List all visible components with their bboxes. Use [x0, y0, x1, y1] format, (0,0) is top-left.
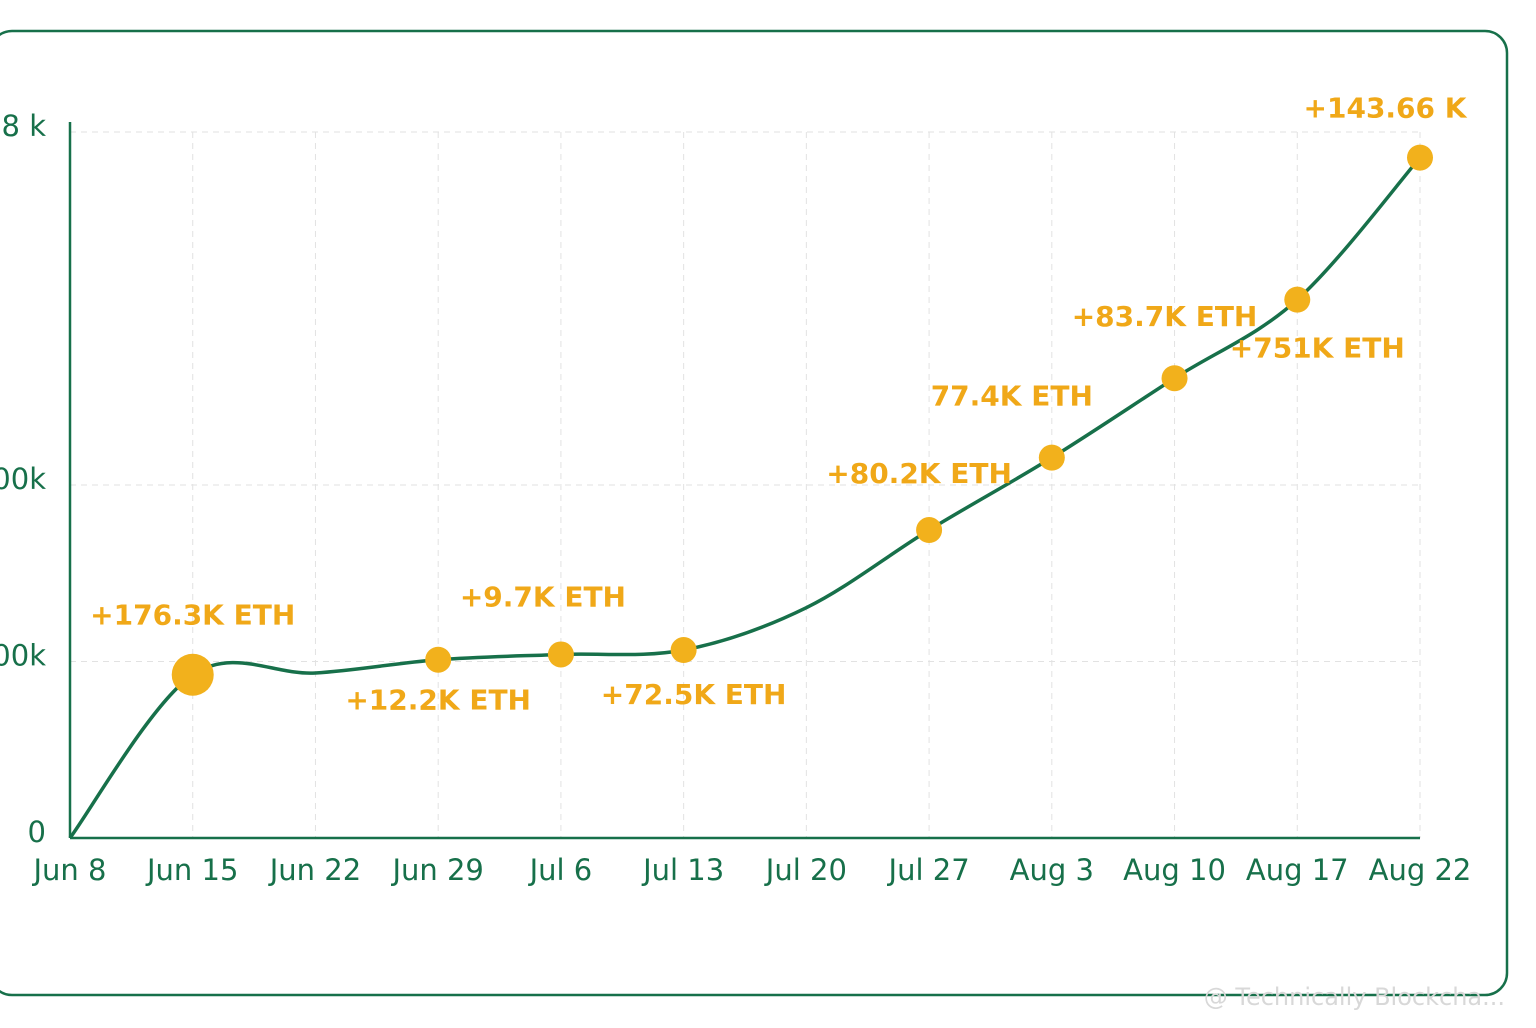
y-tick-label: 0	[28, 815, 46, 849]
x-tick-label: Aug 3	[1010, 853, 1094, 887]
annotation: +143.66 K	[1304, 92, 1468, 125]
annotation: +12.2K ETH	[345, 684, 531, 717]
chart-frame	[0, 29, 1509, 997]
marker	[670, 637, 697, 664]
annotation: +176.3K ETH	[90, 599, 295, 632]
y-tick-label: 00k	[0, 462, 46, 496]
x-tick-label: Jun 15	[145, 853, 238, 887]
x-tick-label: Jun 8	[32, 853, 107, 887]
x-tick-label: Jun 29	[390, 853, 483, 887]
watermark: @ Technically Blockcha...	[1204, 983, 1505, 1011]
marker	[171, 653, 214, 696]
y-tick-label: 00k	[0, 639, 46, 673]
marker	[547, 641, 574, 668]
marker	[1161, 365, 1188, 392]
marker	[916, 517, 943, 544]
marker	[1038, 444, 1065, 471]
annotation: +72.5K ETH	[601, 678, 787, 711]
annotation: 77.4K ETH	[931, 380, 1093, 413]
annotation: +751K ETH	[1230, 332, 1405, 365]
x-tick-label: Aug 17	[1246, 853, 1349, 887]
marker	[1284, 286, 1311, 313]
x-tick-label: Aug 10	[1123, 853, 1226, 887]
x-tick-label: Jul 20	[764, 853, 847, 887]
y-tick-label: .8 k	[0, 109, 46, 143]
x-tick-label: Aug 22	[1369, 853, 1472, 887]
x-tick-label: Jul 6	[528, 853, 593, 887]
annotation: +83.7K ETH	[1072, 300, 1258, 333]
x-tick-label: Jul 27	[887, 853, 970, 887]
x-tick-label: Jul 13	[641, 853, 724, 887]
marker	[1407, 144, 1433, 171]
line	[68, 156, 1422, 840]
annotation: +9.7K ETH	[460, 580, 626, 613]
x-tick-label: Jun 22	[268, 853, 361, 887]
marker	[425, 646, 452, 673]
annotation: +80.2K ETH	[826, 457, 1012, 490]
